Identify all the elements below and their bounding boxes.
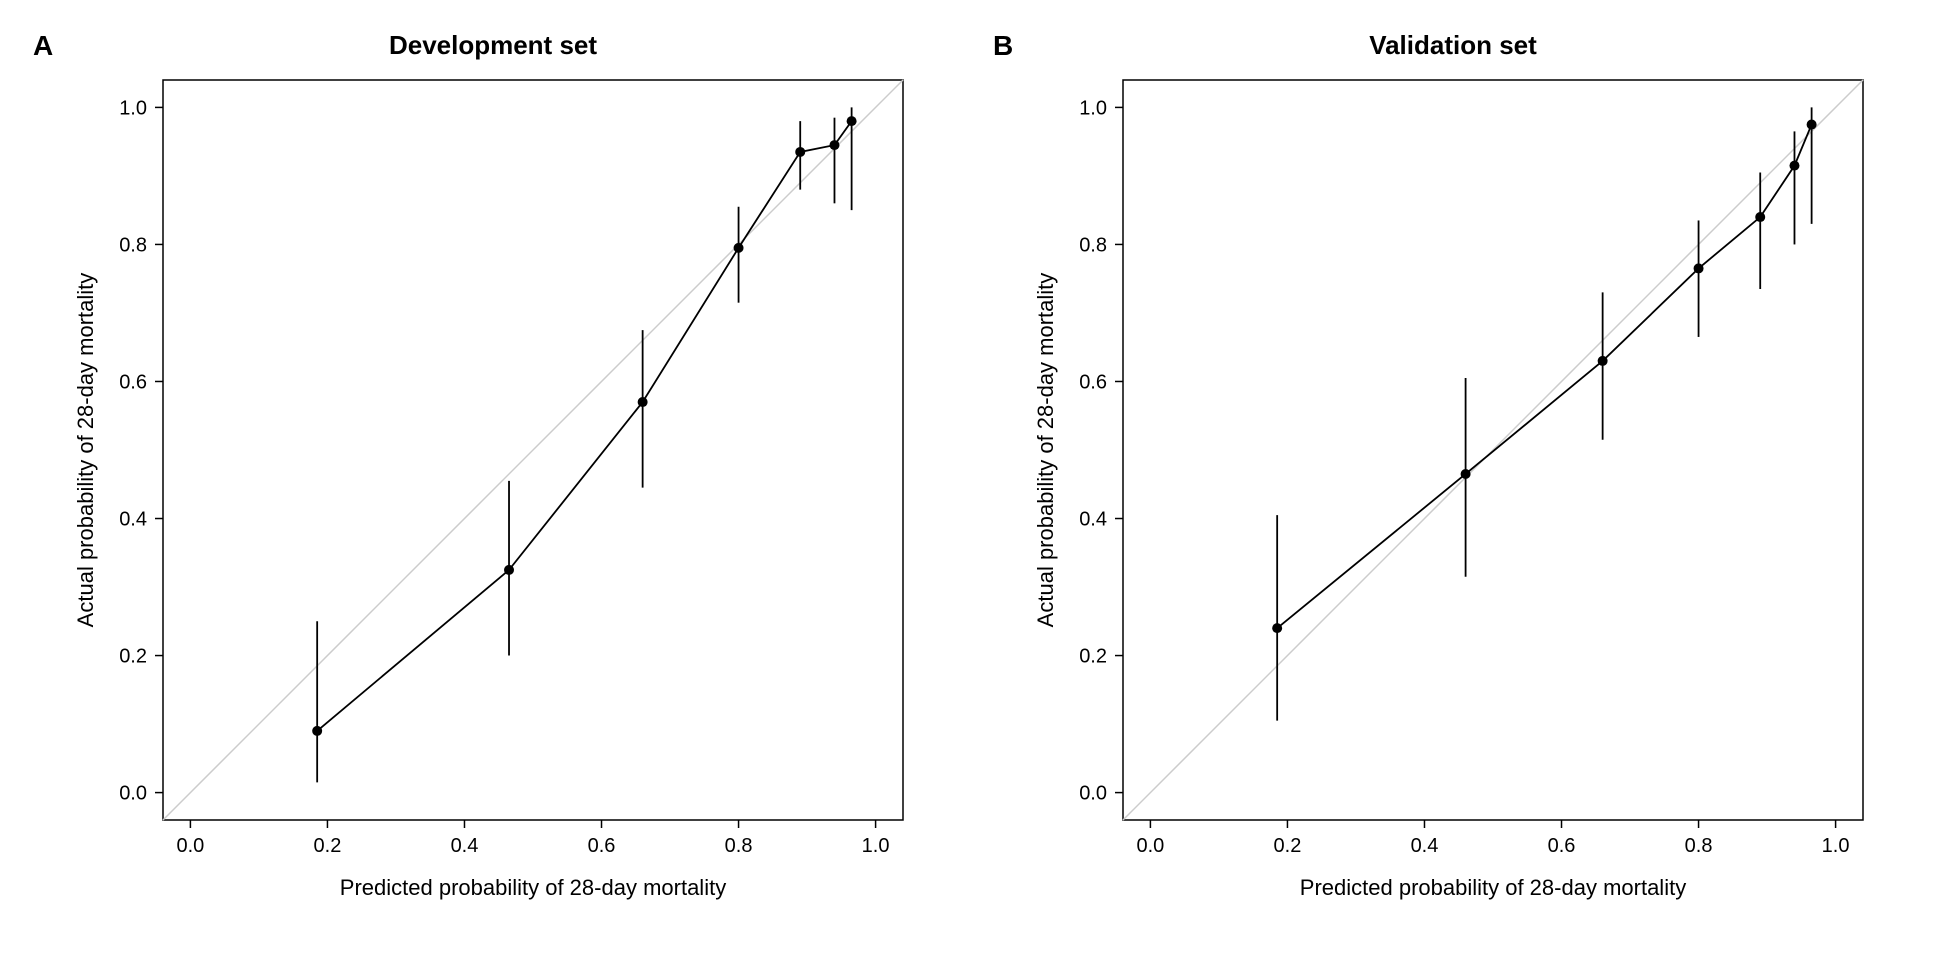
x-tick-label: 0.6	[1548, 835, 1576, 857]
data-point	[638, 397, 648, 407]
x-tick-label: 1.0	[862, 835, 890, 857]
data-point	[312, 726, 322, 736]
calibration-line	[1277, 125, 1811, 629]
y-axis-label: Actual probability of 28-day mortality	[1033, 273, 1058, 628]
y-tick-label: 0.8	[1079, 234, 1107, 256]
x-tick-label: 0.4	[1411, 835, 1439, 857]
y-axis-label: Actual probability of 28-day mortality	[73, 273, 98, 628]
y-tick-label: 0.4	[1079, 509, 1107, 531]
panel-a-title: Development set	[33, 30, 953, 61]
data-point	[795, 147, 805, 157]
diagonal-line	[163, 80, 903, 820]
x-tick-label: 0.2	[314, 835, 342, 857]
data-point	[829, 140, 839, 150]
panel-b-title: Validation set	[993, 30, 1913, 61]
panel-b-svg: 0.0 0.2 0.4 0.6 0.8 1.0 0.0 0.2 0.4 0.6 0.8 1.0 Pred…	[993, 20, 1913, 940]
x-axis-label: Predicted probability of 28-day mortalit…	[340, 875, 726, 900]
x-tick-label: 0.0	[1137, 835, 1165, 857]
x-axis-label: Predicted probability of 28-day mortalit…	[1300, 875, 1686, 900]
data-point	[1694, 263, 1704, 273]
data-point	[847, 116, 857, 126]
y-tick-label: 1.0	[1079, 97, 1107, 119]
panel-a: A Development set 0.00.20.40.60.81.00.00…	[33, 20, 953, 940]
y-tick-label: 0.2	[119, 646, 147, 668]
x-tick-label: 0.4	[451, 835, 479, 857]
y-tick-label: 0.4	[119, 509, 147, 531]
x-tick-label: 0.2	[1274, 835, 1302, 857]
y-tick-label: 0.0	[119, 783, 147, 805]
x-tick-label: 1.0	[1822, 835, 1850, 857]
diagonal-line	[1123, 80, 1863, 820]
y-tick-label: 1.0	[119, 97, 147, 119]
y-tick-label: 0.6	[1079, 371, 1107, 393]
data-point	[1598, 356, 1608, 366]
data-point	[734, 243, 744, 253]
data-point	[1789, 161, 1799, 171]
x-tick-label: 0.8	[1685, 835, 1713, 857]
figure-container: A Development set 0.00.20.40.60.81.00.00…	[20, 20, 1926, 940]
panel-a-svg: 0.0 0.2 0.4 0.6 0.8 1.0 0.0 0.2 0.4 0.6 0.8 1.0 Pred…	[33, 20, 953, 940]
x-tick-label: 0.6	[588, 835, 616, 857]
panel-b: B Validation set 0.00.20.40.60.81.00.00.…	[993, 20, 1913, 940]
data-point	[504, 565, 514, 575]
x-tick-label: 0.8	[725, 835, 753, 857]
y-tick-label: 0.6	[119, 371, 147, 393]
data-point	[1272, 623, 1282, 633]
x-tick-label: 0.0	[177, 835, 205, 857]
y-tick-label: 0.0	[1079, 783, 1107, 805]
y-tick-label: 0.2	[1079, 646, 1107, 668]
y-tick-label: 0.8	[119, 234, 147, 256]
data-point	[1807, 120, 1817, 130]
data-point	[1461, 469, 1471, 479]
data-point	[1755, 212, 1765, 222]
